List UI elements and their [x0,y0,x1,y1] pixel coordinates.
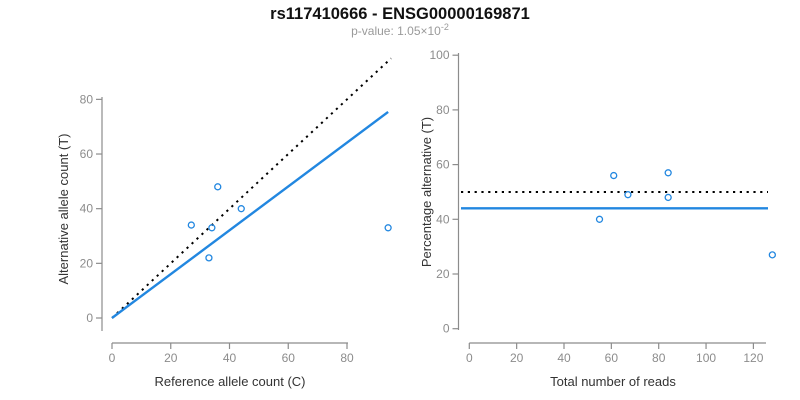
identity-line [111,57,392,319]
p-value-exponent: -2 [441,22,449,32]
x-tick-label: 40 [223,351,237,365]
x-axis-title: Reference allele count (C) [154,374,305,389]
data-point [214,183,222,191]
y-tick-label: 20 [80,256,94,270]
data-point [187,221,195,229]
x-tick-label: 20 [510,351,524,365]
y-tick-label: 20 [436,267,450,281]
y-tick-label: 80 [436,103,450,117]
x-tick-label: 80 [340,351,354,365]
data-point [610,171,618,180]
data-point [237,205,245,213]
y-tick-label: 60 [436,158,450,172]
y-axis-title: Alternative allele count (T) [56,133,71,284]
x-tick-label: 100 [696,351,716,365]
x-tick-label: 60 [605,351,619,365]
fit-line [111,110,389,319]
y-tick-label: 0 [443,322,450,336]
x-tick-label: 0 [109,351,116,365]
left-plot: Reference allele count (C) Alternative a… [56,57,392,389]
data-point [208,224,216,232]
figure-title: rs117410666 - ENSG00000169871 [270,5,530,23]
y-tick-label: 40 [436,212,450,226]
data-point [205,254,213,262]
x-tick-label: 120 [743,351,763,365]
data-point [595,215,604,223]
data-point [384,224,392,232]
data-point [624,191,632,199]
y-tick-label: 80 [80,92,94,106]
figure-subtitle: p-value: 1.05×10-2 [351,22,449,38]
x-axis-title: Total number of reads [550,374,676,389]
y-tick-label: 100 [429,48,449,62]
y-axis-title: Percentage alternative (T) [419,117,434,267]
y-tick-label: 60 [80,147,94,161]
y-tick-label: 40 [80,202,94,216]
y-tick-label: 0 [86,311,93,325]
x-tick-label: 60 [282,351,296,365]
data-point [664,193,672,202]
x-tick-label: 80 [652,351,666,365]
data-point [768,251,776,259]
x-tick-label: 0 [466,351,473,365]
p-value-text: p-value: 1.05×10 [351,24,441,38]
x-tick-label: 20 [164,351,178,365]
x-tick-label: 40 [557,351,571,365]
data-point [664,169,672,177]
right-plot: Total number of reads Percentage alterna… [419,48,776,389]
